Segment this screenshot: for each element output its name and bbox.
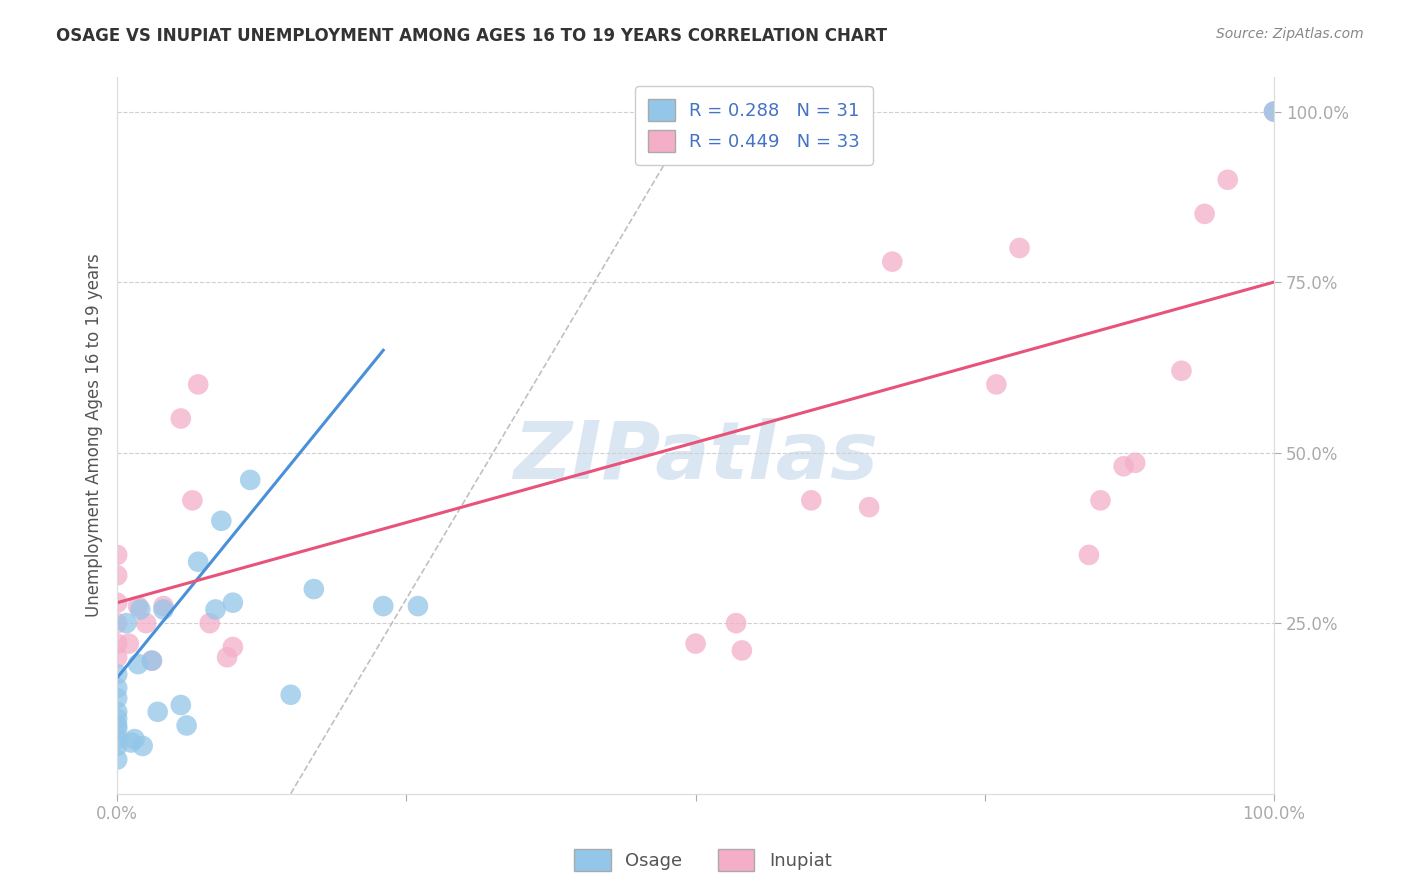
Point xyxy=(129,602,152,616)
Point xyxy=(105,667,128,681)
Point xyxy=(105,650,128,665)
Point xyxy=(105,705,128,719)
Point xyxy=(1077,548,1099,562)
Point xyxy=(198,616,221,631)
Point xyxy=(120,735,142,749)
Point xyxy=(127,657,149,671)
Point xyxy=(239,473,262,487)
Point xyxy=(105,722,128,736)
Point xyxy=(146,705,169,719)
Point xyxy=(685,637,707,651)
Point xyxy=(209,514,232,528)
Point xyxy=(222,596,245,610)
Point xyxy=(105,596,128,610)
Point xyxy=(373,599,395,613)
Point xyxy=(187,555,209,569)
Point xyxy=(141,654,163,668)
Point xyxy=(131,739,153,753)
Point xyxy=(105,712,128,726)
Point xyxy=(105,753,128,767)
Point xyxy=(115,616,138,631)
Y-axis label: Unemployment Among Ages 16 to 19 years: Unemployment Among Ages 16 to 19 years xyxy=(86,253,103,617)
Text: Source: ZipAtlas.com: Source: ZipAtlas.com xyxy=(1216,27,1364,41)
Point xyxy=(858,500,880,515)
Point xyxy=(882,254,904,268)
Point xyxy=(187,377,209,392)
Point xyxy=(1123,456,1146,470)
Point xyxy=(181,493,204,508)
Point xyxy=(986,377,1008,392)
Point xyxy=(204,602,226,616)
Point xyxy=(105,681,128,695)
Point xyxy=(105,718,128,732)
Point xyxy=(1194,207,1216,221)
Point xyxy=(152,599,174,613)
Point xyxy=(127,599,149,613)
Point xyxy=(302,582,325,596)
Point xyxy=(1263,104,1285,119)
Text: OSAGE VS INUPIAT UNEMPLOYMENT AMONG AGES 16 TO 19 YEARS CORRELATION CHART: OSAGE VS INUPIAT UNEMPLOYMENT AMONG AGES… xyxy=(56,27,887,45)
Point xyxy=(105,732,128,747)
Point xyxy=(152,602,174,616)
Point xyxy=(170,698,193,712)
Point xyxy=(135,616,157,631)
Point xyxy=(105,637,128,651)
Point xyxy=(105,691,128,706)
Point xyxy=(280,688,302,702)
Point xyxy=(1263,104,1285,119)
Point xyxy=(1008,241,1031,255)
Point xyxy=(1170,364,1192,378)
Point xyxy=(118,637,141,651)
Point xyxy=(222,640,245,654)
Point xyxy=(1216,173,1239,187)
Point xyxy=(800,493,823,508)
Point xyxy=(176,718,198,732)
Point xyxy=(406,599,429,613)
Point xyxy=(725,616,748,631)
Point xyxy=(1090,493,1112,508)
Point xyxy=(1112,459,1135,474)
Legend: Osage, Inupiat: Osage, Inupiat xyxy=(567,842,839,879)
Point xyxy=(731,643,754,657)
Point xyxy=(105,616,128,631)
Point xyxy=(217,650,239,665)
Point xyxy=(105,568,128,582)
Point xyxy=(105,739,128,753)
Point xyxy=(124,732,146,747)
Point xyxy=(141,654,163,668)
Point xyxy=(105,548,128,562)
Legend: R = 0.288   N = 31, R = 0.449   N = 33: R = 0.288 N = 31, R = 0.449 N = 33 xyxy=(636,87,873,165)
Text: ZIPatlas: ZIPatlas xyxy=(513,418,879,496)
Point xyxy=(170,411,193,425)
